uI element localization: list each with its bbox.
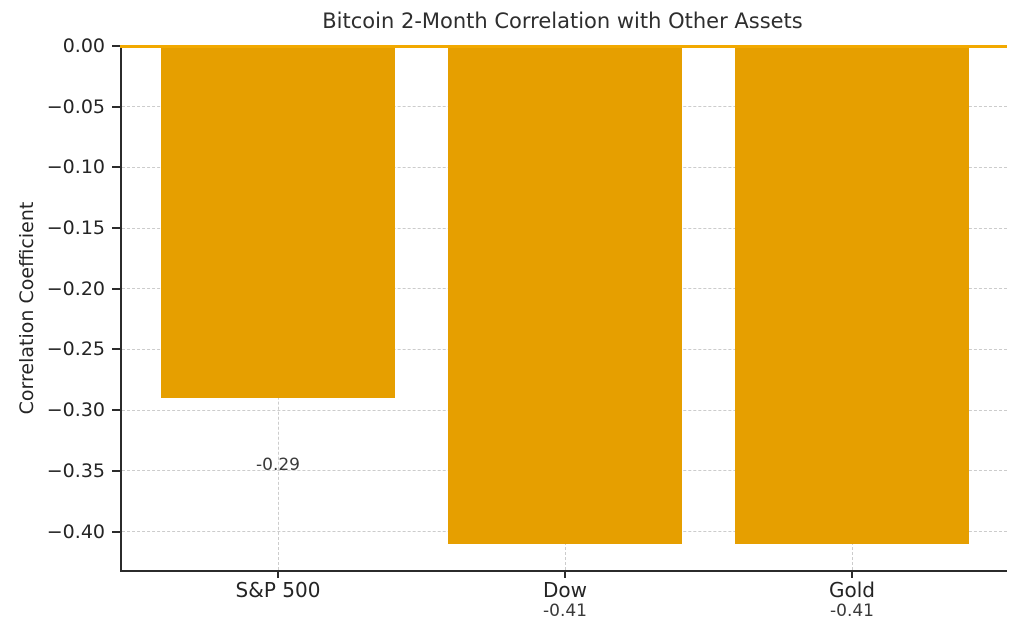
y-tick-label: −0.25 bbox=[46, 338, 105, 361]
y-axis-tick bbox=[112, 287, 120, 290]
y-tick-label: −0.20 bbox=[46, 277, 105, 300]
y-tick-label: 0.00 bbox=[62, 35, 105, 57]
y-axis-tick bbox=[112, 45, 120, 47]
y-axis-tick bbox=[112, 227, 120, 230]
bar-s-p-500 bbox=[161, 46, 395, 398]
y-tick-label: −0.35 bbox=[46, 459, 105, 482]
bar-value-label: -0.29 bbox=[256, 455, 300, 475]
y-tick-label: −0.10 bbox=[46, 156, 105, 179]
chart-title: Bitcoin 2-Month Correlation with Other A… bbox=[322, 9, 803, 33]
y-axis-tick bbox=[112, 409, 120, 412]
x-tick-label: Dow bbox=[543, 578, 587, 602]
y-axis-tick bbox=[112, 530, 120, 533]
x-axis-tick bbox=[277, 570, 279, 578]
bar-value-label: -0.41 bbox=[543, 600, 587, 621]
x-axis-tick bbox=[564, 570, 566, 578]
x-axis-tick bbox=[851, 570, 853, 578]
zero-baseline bbox=[120, 45, 1007, 48]
y-tick-label: −0.05 bbox=[46, 95, 105, 118]
bar-gold bbox=[735, 46, 969, 544]
bar-dow bbox=[448, 46, 682, 544]
y-tick-label: −0.30 bbox=[46, 399, 105, 422]
plot-area: 0.00 −0.05 −0.10 −0.15 −0.20 −0.25 −0.30 −0.35 −… bbox=[47, 35, 1007, 621]
y-axis-tick bbox=[112, 166, 120, 169]
y-tick-label: −0.40 bbox=[46, 520, 105, 543]
y-axis-tick bbox=[112, 348, 120, 351]
y-axis-tick bbox=[112, 469, 120, 472]
x-tick-label: Gold bbox=[829, 578, 875, 602]
y-tick-label: −0.15 bbox=[46, 217, 105, 240]
bar-value-label: -0.41 bbox=[830, 600, 874, 621]
y-axis-tick bbox=[112, 105, 120, 108]
x-tick-label: S&P 500 bbox=[235, 578, 321, 602]
